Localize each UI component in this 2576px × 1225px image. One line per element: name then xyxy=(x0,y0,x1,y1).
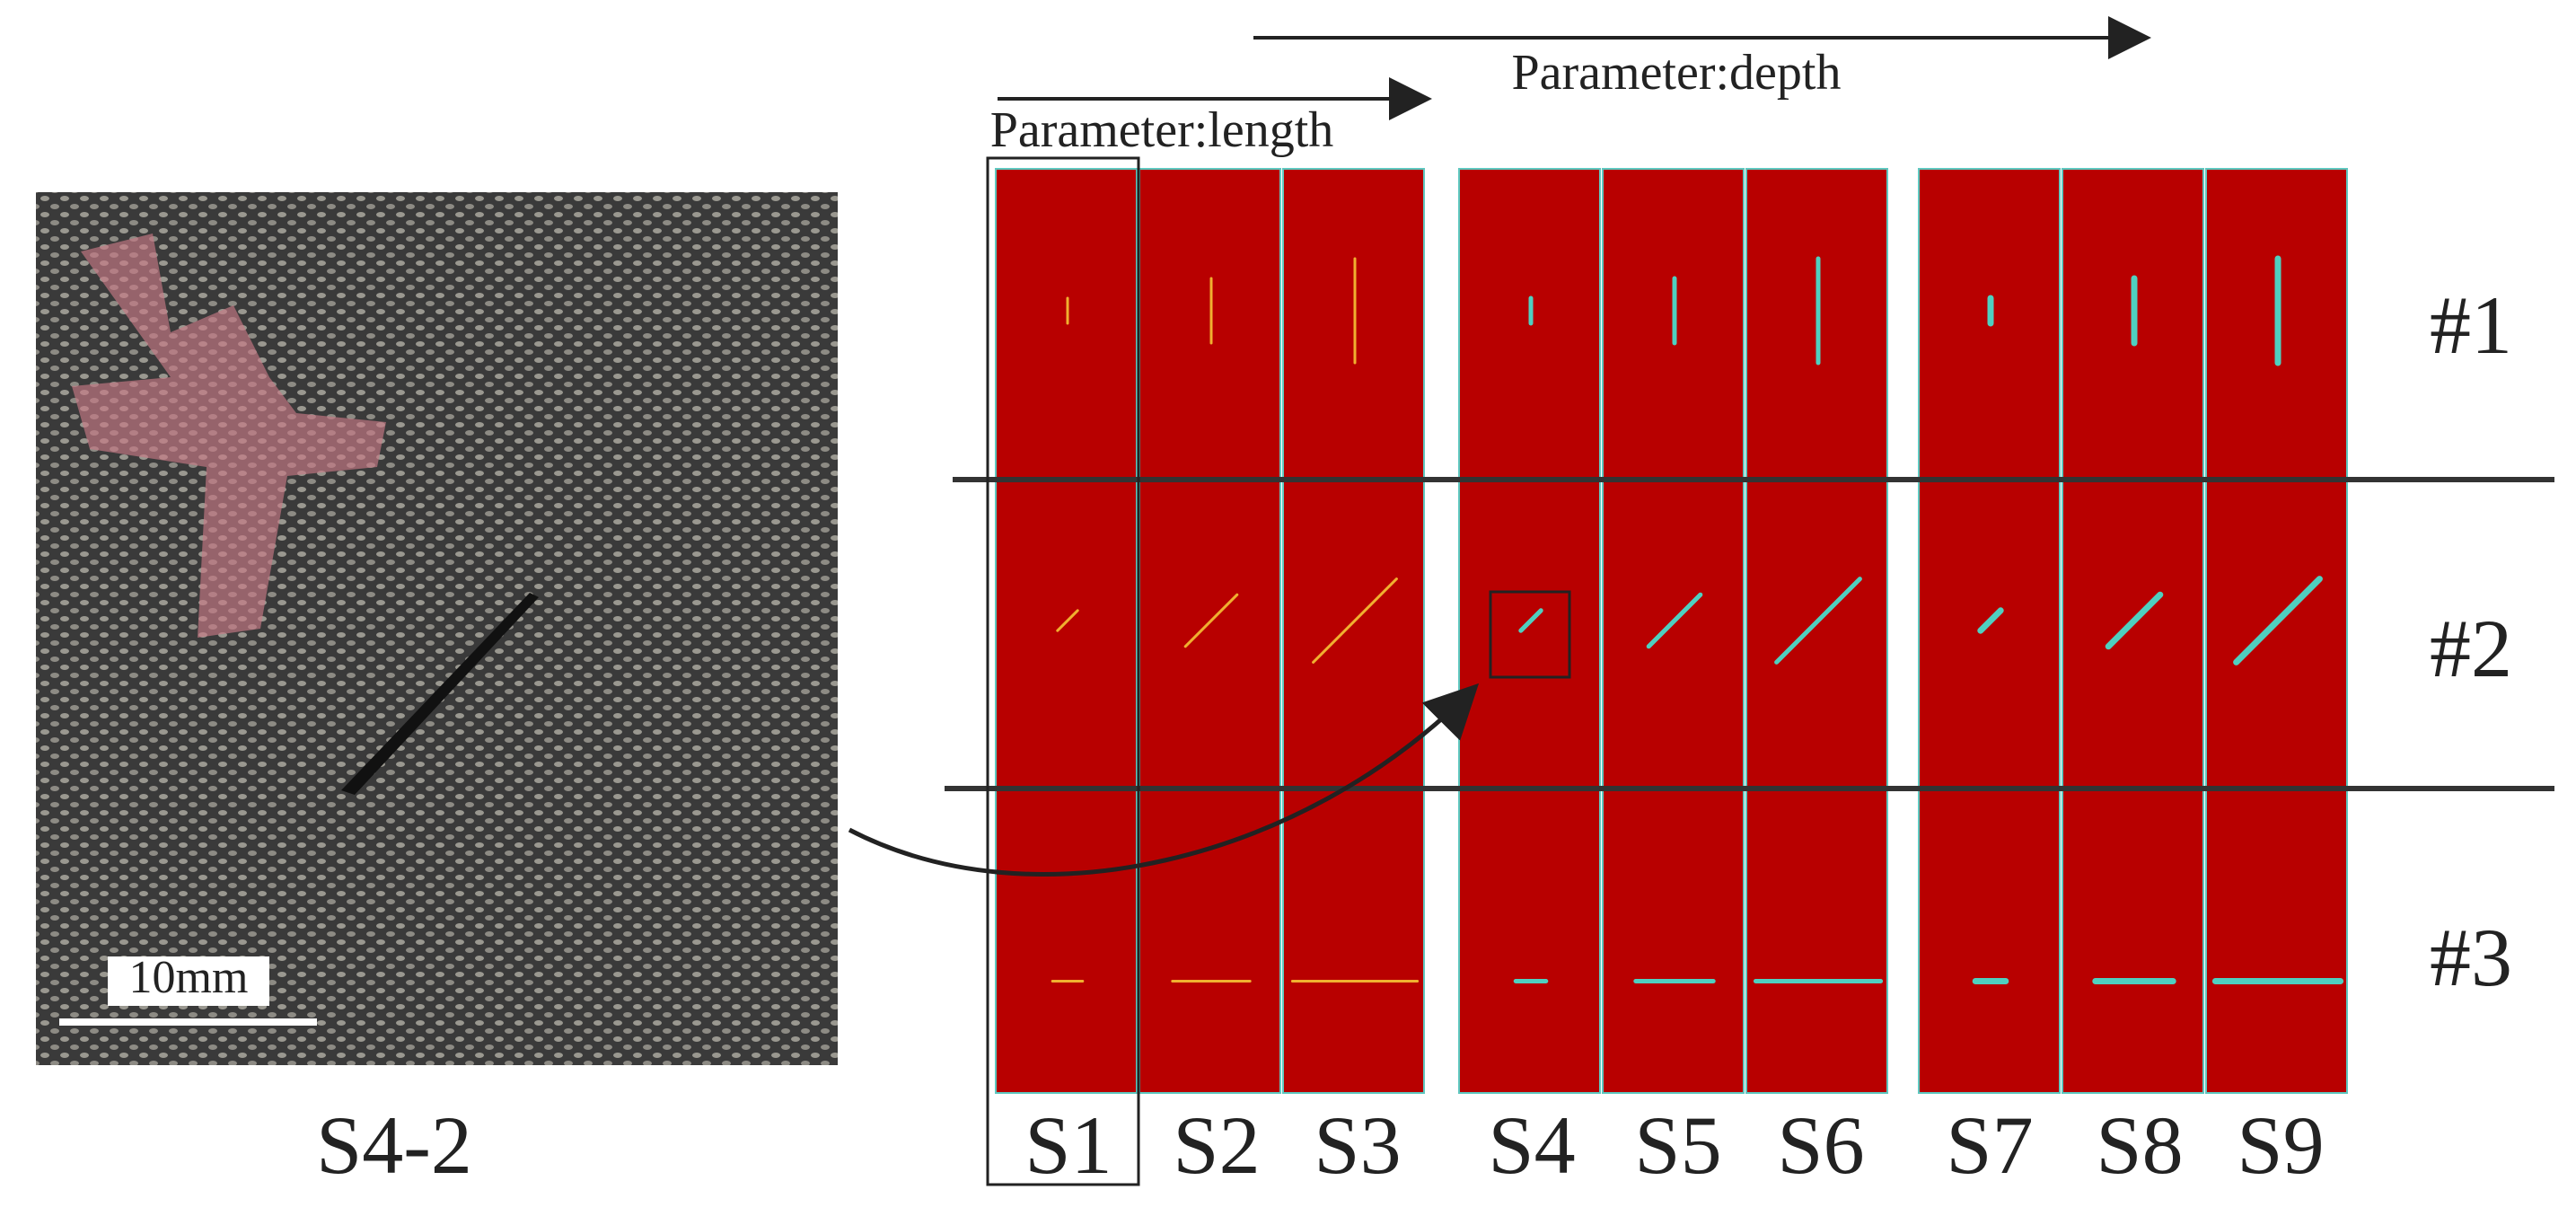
thermal-panel xyxy=(1602,788,1745,1094)
defect xyxy=(1646,592,1703,649)
thermal-panel xyxy=(1139,788,1281,1094)
thermal-panel xyxy=(1139,479,1281,789)
thermal-panel xyxy=(2205,479,2348,789)
thermal-panel xyxy=(995,479,1138,789)
row-label: #1 xyxy=(2430,279,2512,371)
defect xyxy=(1518,608,1543,633)
sample-label: S7 xyxy=(1946,1099,2033,1191)
thermal-panel xyxy=(1458,788,1601,1094)
defect xyxy=(1312,577,1398,664)
defect xyxy=(2105,591,2164,650)
scale-label-bg xyxy=(108,956,269,1006)
sample-label: S9 xyxy=(2237,1099,2324,1191)
sample-label: S4 xyxy=(1488,1099,1575,1191)
sample-label: S1 xyxy=(1024,1099,1112,1191)
photo-label: S4-2 xyxy=(316,1099,472,1191)
thermal-panel xyxy=(2062,788,2204,1094)
scale-label: 10mm xyxy=(129,952,249,1003)
thermal-panel xyxy=(1282,479,1425,789)
s4-2-highlight xyxy=(1489,590,1571,679)
thermal-panel xyxy=(1458,479,1601,789)
sample-label: S6 xyxy=(1777,1099,1864,1191)
sample-label: S5 xyxy=(1634,1099,1721,1191)
defect xyxy=(1774,577,1862,665)
thermal-panel xyxy=(2062,479,2204,789)
thermal-panel xyxy=(1918,479,2061,789)
thermal-panel xyxy=(1602,479,1745,789)
defect xyxy=(1977,607,2004,634)
depth-label: Parameter:depth xyxy=(1512,45,1842,101)
thermal-panel xyxy=(1745,479,1888,789)
sample-label: S8 xyxy=(2096,1099,2183,1191)
defect xyxy=(2233,576,2323,665)
thermal-panel xyxy=(995,788,1138,1094)
s1-highlight xyxy=(986,156,1140,1186)
link-arrow xyxy=(848,683,1480,877)
row-label: #3 xyxy=(2430,912,2512,1003)
defect xyxy=(1056,609,1079,632)
thermal-panel xyxy=(1282,788,1425,1094)
length-label: Parameter:length xyxy=(990,102,1334,158)
sample-photo xyxy=(36,192,838,1065)
defect xyxy=(1183,593,1239,648)
thermal-panel xyxy=(1918,788,2061,1094)
thermal-panel xyxy=(1745,788,1888,1094)
sample-label: S3 xyxy=(1314,1099,1401,1191)
row-label: #2 xyxy=(2430,603,2512,694)
thermal-panel xyxy=(2205,788,2348,1094)
panel-grid xyxy=(995,168,2348,1094)
thermal-panel xyxy=(995,168,1138,480)
sample-label: S2 xyxy=(1173,1099,1260,1191)
